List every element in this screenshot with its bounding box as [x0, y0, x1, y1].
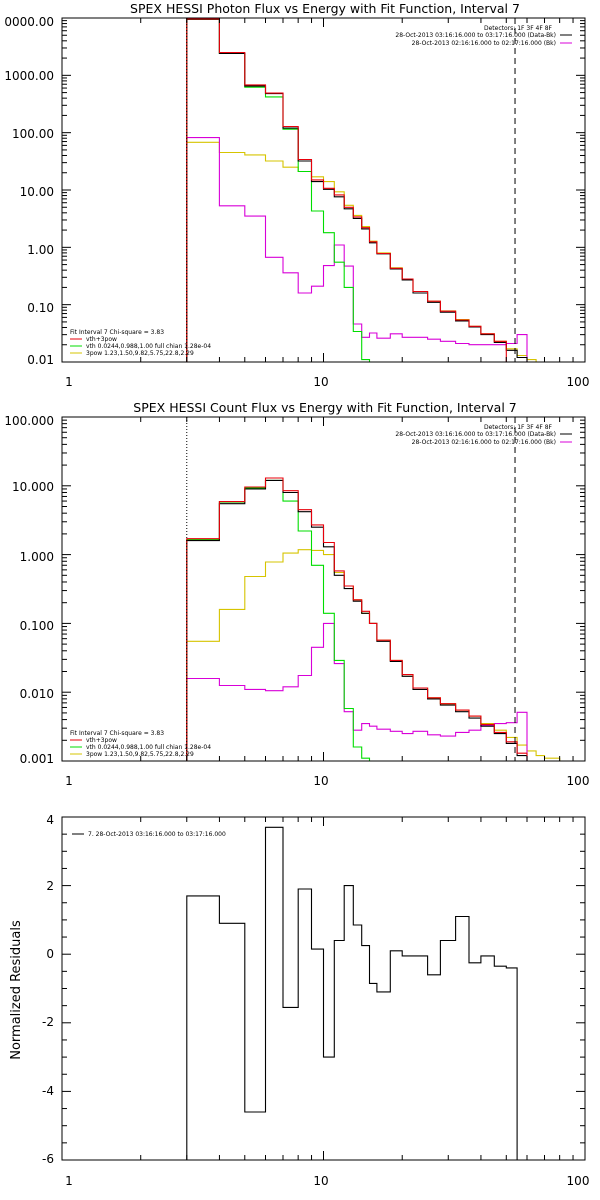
legend-entry-background: 28-Oct-2013 02:16:16.000 to 02:17:16.000… — [412, 40, 556, 47]
series-data-bk — [186, 479, 528, 761]
y-tick-label: -2 — [42, 1015, 54, 1029]
legend-entry-vth-3pow: vth+3pow — [86, 737, 117, 744]
series-vth — [186, 18, 371, 362]
photon-flux-panel: SPEX HESSI Photon Flux vs Energy with Fi… — [4, 1, 589, 389]
y-tick-label: 0.01 — [27, 353, 54, 367]
x-tick-label: 1 — [65, 375, 73, 389]
y-tick-label: 0 — [46, 947, 54, 961]
y-tick-label: 1000.00 — [4, 69, 54, 83]
series-bk — [186, 137, 528, 362]
y-tick-label: 2 — [46, 879, 54, 893]
x-tick-label: 1 — [65, 1174, 73, 1188]
y-tick-label: -6 — [42, 1152, 54, 1166]
x-tick-label: 10 — [313, 375, 328, 389]
count-flux-panel: SPEX HESSI Count Flux vs Energy with Fit… — [4, 400, 589, 788]
x-tick-label: 100 — [567, 774, 590, 788]
series-layer — [186, 18, 537, 362]
y-tick-label: 0.10 — [27, 301, 54, 315]
x-tick-label: 10 — [313, 774, 328, 788]
axis-ticks — [61, 816, 585, 1161]
series-data-bk — [186, 18, 528, 362]
y-tick-label: -4 — [42, 1084, 54, 1098]
y-tick-label: 100.000 — [4, 414, 54, 428]
y-tick-label: 10.00 — [20, 185, 54, 199]
y-tick-label: 0.100 — [20, 619, 54, 633]
y-tick-label: 1.00 — [27, 243, 54, 257]
legend-fit-header: Fit Interval 7 Chi-square = 3.83 — [70, 329, 164, 336]
legend-entry-vth: vth 0.0244,0.988,1.00 full chian 1.28e-0… — [86, 343, 211, 350]
y-tick-label: 4 — [46, 813, 54, 827]
y-tick-label: 10.000 — [12, 480, 54, 494]
axis-ticks — [61, 18, 585, 363]
series-layer — [186, 477, 573, 762]
y-tick-label: 100.00 — [12, 127, 54, 141]
y-tick-label: 0.010 — [20, 687, 54, 701]
y-axis-label: Normalized Residuals — [9, 920, 24, 1060]
x-tick-label: 1 — [65, 774, 73, 788]
y-tick-label: 0000.00 — [4, 15, 54, 29]
legend-entry-data: 28-Oct-2013 03:16:16.000 to 03:17:16.000… — [395, 431, 556, 438]
residuals-panel: 1 10 100 -6 -4 -2 0 2 4 Normalized Resid… — [9, 813, 589, 1188]
legend-entry: 7. 28-Oct-2013 03:16:16.000 to 03:17:16.… — [88, 831, 226, 838]
series-layer — [186, 826, 518, 1160]
legend-entry-vth: vth 0.0244,0.988,1.00 full chian 1.28e-0… — [86, 744, 211, 751]
legend-fit-header: Fit Interval 7 Chi-square = 3.83 — [70, 730, 164, 737]
series-vth-3pow — [186, 18, 507, 362]
legend-detectors: Detectors: 1F 3F 4F 8F — [484, 424, 553, 431]
legend-detectors: Detectors: 1F 3F 4F 8F — [484, 25, 553, 32]
legend-entry-data: 28-Oct-2013 03:16:16.000 to 03:17:16.000… — [395, 32, 556, 39]
legend-entry-vth-3pow: vth+3pow — [86, 336, 117, 343]
legend-entry-background: 28-Oct-2013 02:16:16.000 to 02:17:16.000… — [412, 439, 556, 446]
plot-frame — [61, 17, 586, 363]
legend-entry-3pow: 3pow 1.23,1.50,9.82,5.75,22.8,2.29 — [86, 751, 194, 758]
legend-entry-3pow: 3pow 1.23,1.50,9.82,5.75,22.8,2.29 — [86, 350, 194, 357]
series-7-28-oct-2013-03-16-16-000-to-03-17-16-000 — [186, 826, 518, 1160]
x-tick-label: 10 — [313, 1174, 328, 1188]
x-tick-label: 100 — [567, 1174, 590, 1188]
x-tick-label: 100 — [567, 375, 590, 389]
chart-title: SPEX HESSI Count Flux vs Energy with Fit… — [133, 400, 516, 415]
series-vth — [186, 479, 371, 761]
y-tick-label: 0.001 — [20, 752, 54, 766]
chart-title: SPEX HESSI Photon Flux vs Energy with Fi… — [130, 1, 520, 16]
y-tick-label: 1.000 — [20, 550, 54, 564]
series-bk — [186, 622, 528, 761]
series-vth-3pow — [186, 477, 528, 761]
axis-ticks — [61, 417, 585, 762]
